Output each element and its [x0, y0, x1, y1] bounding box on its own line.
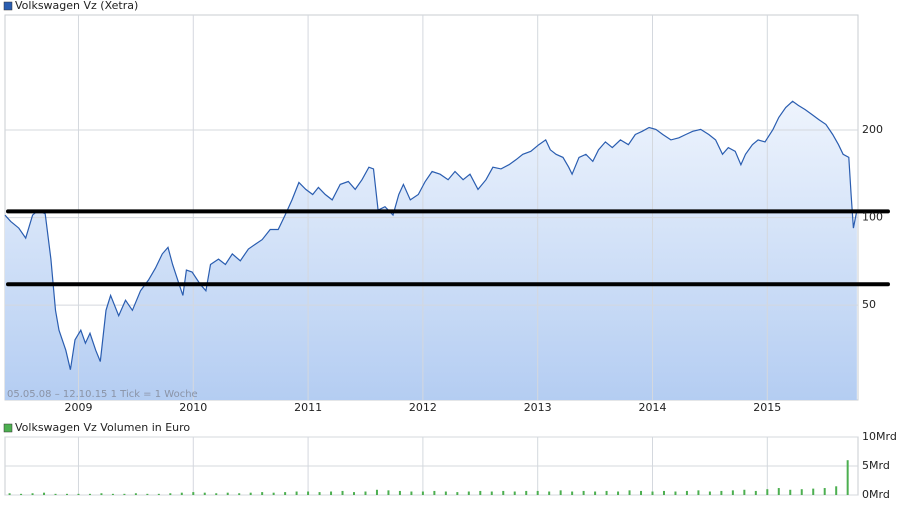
volume-bar — [111, 493, 114, 495]
legend-swatch — [3, 423, 13, 433]
volume-bar — [180, 492, 183, 495]
volume-bar — [20, 493, 23, 495]
volume-bar — [823, 488, 826, 495]
y-tick-label: 100 — [862, 211, 883, 224]
y-tick-label: 5Mrd — [862, 459, 890, 472]
volume-bar — [731, 490, 734, 495]
volume-bar — [594, 491, 597, 495]
legend-label: Volkswagen Vz (Xetra) — [15, 0, 138, 12]
volume-bar — [272, 492, 275, 495]
volume-bar — [123, 493, 126, 495]
price-line — [4, 100, 858, 370]
volume-bar — [708, 491, 711, 495]
volume-bar — [835, 486, 838, 495]
volume-bar — [456, 492, 459, 495]
x-tick-label: 2013 — [524, 401, 552, 414]
volume-bar — [157, 493, 160, 495]
volume-bar — [467, 491, 470, 495]
volume-bar — [100, 493, 103, 495]
volume-bar — [364, 491, 367, 495]
volume-bar — [800, 489, 803, 495]
volume-bar — [812, 488, 815, 495]
legend-label: Volkswagen Vz Volumen in Euro — [15, 421, 190, 434]
volume-bar — [31, 493, 34, 495]
volume-bar — [77, 493, 80, 495]
area-fill — [5, 101, 857, 401]
volume-bar — [674, 491, 677, 495]
volume-bar — [353, 492, 356, 495]
volume-bar — [88, 493, 91, 495]
volume-bar — [421, 491, 424, 495]
volume-bar — [479, 490, 482, 495]
volume-bar — [433, 490, 436, 495]
volume-bar — [662, 490, 665, 495]
volume-bar — [640, 490, 643, 495]
volume-bar — [628, 490, 631, 495]
volume-bar — [490, 491, 493, 495]
volume-bar — [617, 491, 620, 495]
volume-bar — [375, 489, 378, 495]
volume-bar — [249, 492, 252, 495]
volume-bar — [548, 491, 551, 495]
volume-bar — [789, 489, 792, 495]
legend-swatch — [3, 1, 13, 11]
x-tick-label: 2010 — [179, 401, 207, 414]
x-tick-label: 2009 — [64, 401, 92, 414]
volume-bar — [525, 490, 528, 495]
volume-bar — [571, 491, 574, 495]
volume-bar — [238, 493, 241, 495]
volume-bar — [226, 492, 229, 495]
volume-bar — [134, 493, 137, 495]
volume-bar — [410, 491, 413, 495]
volume-bar — [146, 493, 149, 495]
volume-bar — [387, 490, 390, 495]
volume-bar — [54, 493, 57, 495]
x-tick-label: 2015 — [753, 401, 781, 414]
volume-bar — [307, 491, 310, 495]
volume-bar — [720, 490, 723, 495]
y-tick-label: 200 — [862, 123, 883, 136]
volume-bar — [846, 460, 849, 495]
volume-bar — [398, 490, 401, 495]
volume-bar — [295, 491, 298, 495]
volume-bar — [777, 488, 780, 495]
volume-bar — [559, 490, 562, 495]
volume-bar — [651, 491, 654, 495]
volume-bar — [284, 492, 287, 495]
volume-bar — [330, 491, 333, 495]
volume-bar — [318, 492, 321, 495]
x-tick-label: 2011 — [294, 401, 322, 414]
volume-bar — [261, 492, 264, 495]
y-tick-label: 0Mrd — [862, 488, 890, 501]
volume-bar — [341, 490, 344, 495]
volume-bar — [754, 490, 757, 495]
volume-bar — [743, 489, 746, 495]
volume-bar — [582, 490, 585, 495]
volume-bar — [192, 492, 195, 495]
y-tick-label: 10Mrd — [862, 430, 897, 443]
annotation: 05.05.08 – 12.10.15 1 Tick = 1 Woche — [7, 389, 198, 400]
y-tick-label: 50 — [862, 298, 876, 311]
volume-bar — [536, 490, 539, 495]
x-tick-label: 2012 — [409, 401, 437, 414]
volume-bar — [697, 490, 700, 495]
volume-bar — [65, 493, 68, 495]
volume-bar — [8, 493, 11, 495]
volume-bar — [605, 490, 608, 495]
volume-bar — [513, 491, 516, 495]
volume-bar — [169, 493, 172, 495]
volume-bar — [203, 492, 206, 495]
volume-bar — [43, 492, 46, 495]
volume-bar — [215, 493, 218, 495]
volume-bar — [685, 490, 688, 495]
x-tick-label: 2014 — [638, 401, 666, 414]
volume-bar — [444, 491, 447, 495]
volume-bar — [766, 489, 769, 495]
volume-bar — [502, 490, 505, 495]
